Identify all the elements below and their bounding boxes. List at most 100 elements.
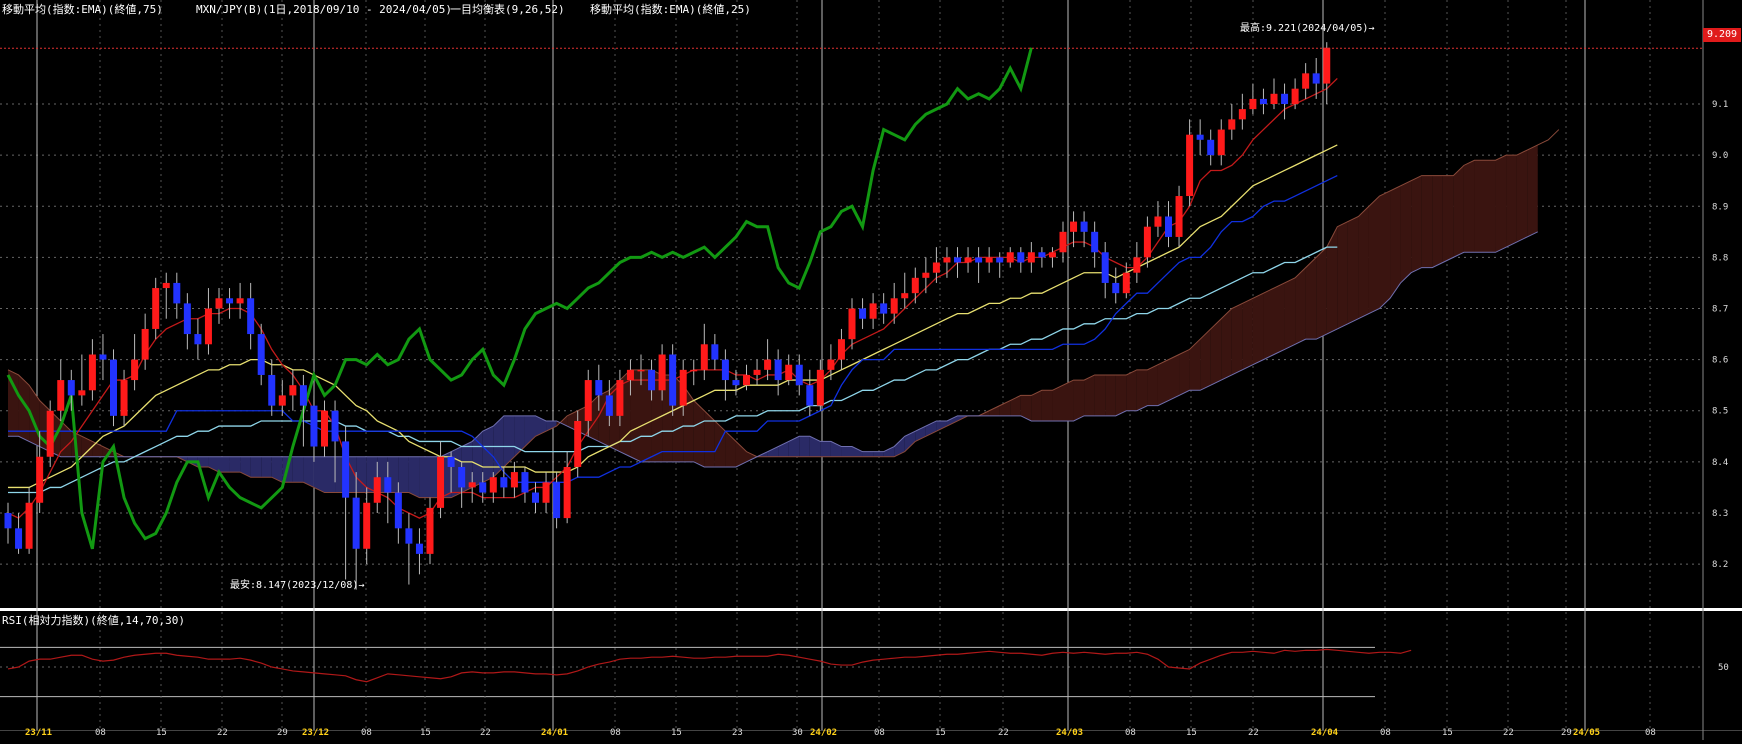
candle-down [15,528,23,549]
pane-divider [0,608,1742,611]
cloud-segment [1052,385,1063,421]
candle-down [732,380,740,386]
cloud-segment [1358,206,1369,319]
x-tick-label: 22 [998,728,1009,738]
cloud-segment [1347,216,1359,324]
cloud-segment [1063,380,1074,421]
candle-up [363,502,371,549]
candle-up [36,456,44,503]
y-tick-label: 8.2 [1712,560,1728,570]
cloud-segment [1094,374,1106,416]
cloud-segment [1157,359,1169,406]
candle-up [658,354,666,391]
cloud-segment [398,456,409,493]
cloud-segment [229,456,241,473]
candle-down [669,354,677,406]
cloud-segment [725,431,736,467]
cloud-segment [904,431,916,452]
candle-up [943,257,951,263]
candle-up [964,257,972,263]
candle-up [1175,196,1183,237]
cloud-segment [746,451,758,462]
ema25-legend: 移動平均(指数:EMA)(終値,25) [590,3,751,16]
cloud-segment [714,420,726,467]
cloud-segment [503,415,515,467]
candle-up [690,369,698,372]
candle-up [890,298,898,314]
cloud-segment [1295,267,1306,345]
candle-up [1291,88,1299,105]
y-tick-label: 8.5 [1712,407,1728,417]
x-tick-label: 22 [480,728,491,738]
x-tick-label: 22 [1248,728,1259,738]
x-tick-label: 08 [95,728,106,738]
cloud-segment [767,446,779,457]
candle-up [1006,252,1014,263]
candle-down [194,334,202,345]
candle-down [247,298,255,335]
candle-up [563,466,571,519]
cloud-segment [356,456,367,493]
candle-up [753,369,761,375]
candle-down [774,359,782,381]
rsi-tick-label: 50 [1718,663,1729,673]
cloud-segment [1147,364,1158,406]
candle-up [985,257,993,263]
candle-down [806,385,814,406]
candle-down [110,359,117,416]
cloud-segment [408,456,420,498]
y-tick-label: 8.6 [1712,356,1728,366]
candle-down [721,359,729,381]
candle-down [99,354,107,360]
candle-up [700,344,708,370]
candle-down [67,380,75,396]
senkou-span-a-line [7,129,1560,499]
x-tick-label: 15 [420,728,431,738]
candle-down [595,380,603,396]
cloud-segment [1485,160,1496,253]
candle-down [352,497,360,549]
candle-down [975,257,983,263]
kijun-line [8,175,1338,483]
candle-up [88,354,96,391]
ema75-line [8,246,1338,494]
x-tick-label: 22 [217,728,228,738]
cloud-segment [1179,349,1190,396]
candle-down [342,441,350,498]
cloud-segment [271,456,283,483]
candle-down [1207,139,1215,156]
candle-down [405,528,413,544]
candle-up [1323,47,1331,84]
cloud-segment [1495,155,1507,253]
candle-up [848,308,856,340]
x-tick-label: 29 [1561,728,1572,738]
cloud-segment [240,456,251,478]
x-tick-label: 23/11 [25,728,52,738]
candle-up [120,380,128,416]
x-tick-label: 08 [1125,728,1136,738]
cloud-segment [261,456,272,478]
cloud-segment [92,441,103,457]
y-tick-label: 8.9 [1712,202,1728,212]
candle-down [1091,231,1099,253]
candle-up [1070,221,1078,232]
candle-up [932,262,940,273]
cloud-segment [1189,339,1201,391]
candle-up [1027,252,1035,263]
cloud-segment [81,436,93,457]
candle-up [437,456,445,508]
candle-up [1302,73,1310,89]
candle-up [1217,129,1225,156]
x-tick-label: 23 [732,728,743,738]
candle-up [1270,93,1278,105]
cloud-segment [535,415,547,437]
cloud-segment [1400,180,1412,283]
candle-up [489,477,497,493]
cloud-segment [873,451,884,457]
cloud-segment [1010,395,1021,416]
cloud-segment [1527,144,1538,237]
candle-down [996,257,1004,263]
cloud-segment [1210,318,1222,386]
candle-down [711,344,719,360]
cloud-segment [1421,175,1433,268]
